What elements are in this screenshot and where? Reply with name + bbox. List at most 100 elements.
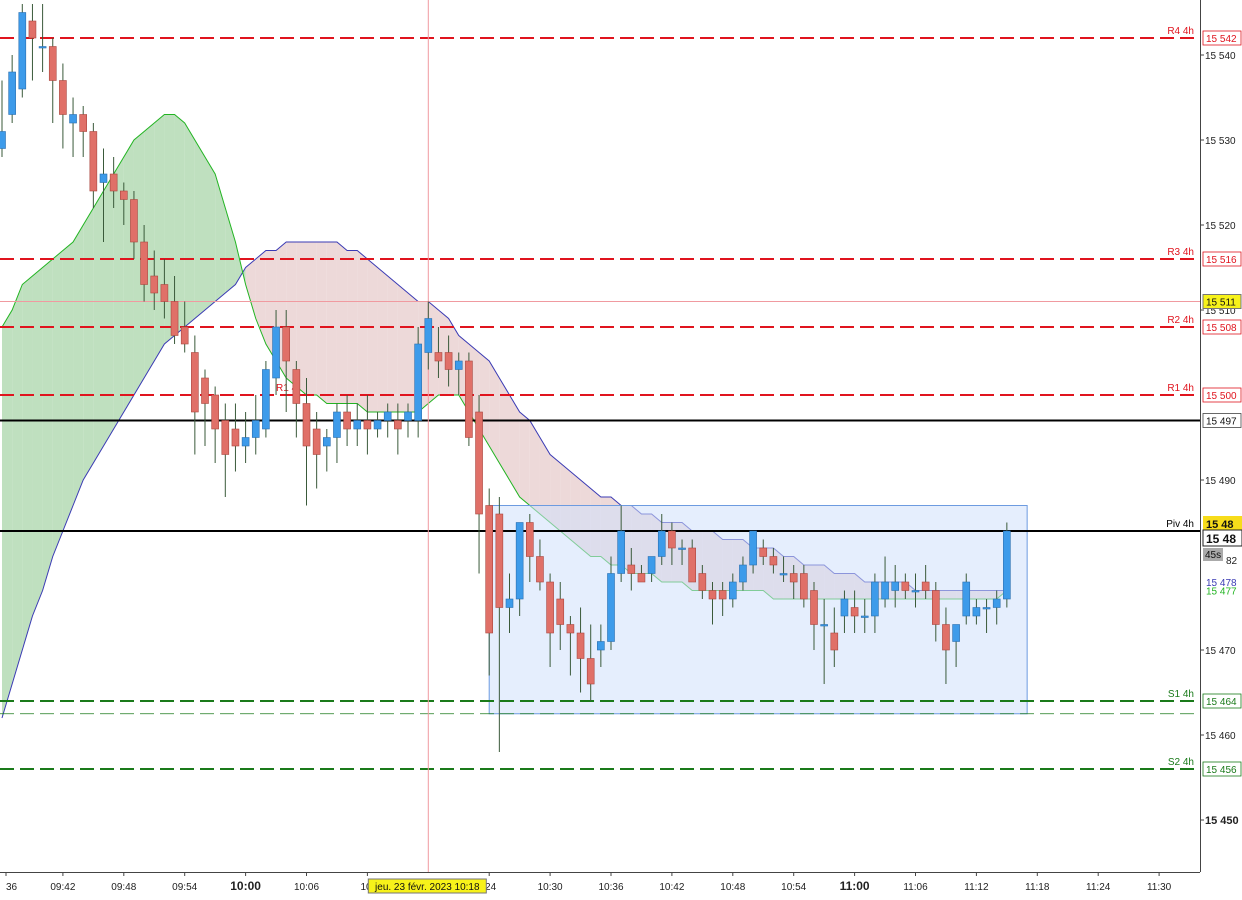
candle bbox=[536, 539, 544, 591]
candle bbox=[414, 327, 422, 438]
candle bbox=[972, 599, 981, 625]
candle-body bbox=[962, 581, 971, 617]
band-segment bbox=[397, 284, 408, 412]
candle-body bbox=[942, 624, 950, 651]
band-segment bbox=[73, 225, 84, 506]
band-segment bbox=[154, 114, 165, 361]
band-segment bbox=[519, 412, 530, 506]
candle-body bbox=[597, 641, 605, 651]
candle bbox=[759, 539, 768, 565]
candle-body bbox=[769, 556, 778, 566]
candle bbox=[454, 352, 463, 395]
candle bbox=[647, 556, 656, 582]
candle bbox=[262, 361, 270, 438]
candle bbox=[302, 378, 311, 506]
candle bbox=[322, 429, 331, 472]
candle-body bbox=[820, 624, 828, 627]
candle bbox=[942, 607, 950, 684]
pivot-price-label: 15 542 bbox=[1206, 34, 1237, 45]
pivot-price-box bbox=[1202, 693, 1242, 709]
candle bbox=[678, 539, 686, 565]
time-tick-label: :24 bbox=[482, 882, 496, 893]
indicator-price-label: 15 478 bbox=[1206, 578, 1237, 589]
candle bbox=[251, 395, 260, 455]
candle-body bbox=[475, 411, 483, 515]
candle bbox=[231, 403, 240, 472]
pivot-price-label: 15 497 bbox=[1206, 417, 1237, 428]
band-segment bbox=[83, 208, 94, 480]
candle-body bbox=[454, 360, 463, 370]
candle-body bbox=[109, 173, 118, 192]
time-tick-label: 10:48 bbox=[720, 882, 745, 893]
band-segment bbox=[377, 267, 388, 412]
candle-body bbox=[556, 598, 565, 625]
candle bbox=[28, 4, 37, 81]
time-tick-label: 11:18 bbox=[1025, 882, 1050, 893]
band-segment bbox=[123, 140, 134, 412]
candle-body bbox=[262, 369, 270, 430]
candle bbox=[668, 522, 676, 565]
candle-body bbox=[302, 403, 311, 447]
candle bbox=[952, 624, 960, 667]
candle bbox=[434, 327, 443, 378]
band-segment bbox=[22, 276, 33, 650]
pivot-level-name: S2 4h bbox=[1168, 757, 1194, 768]
candle-body bbox=[434, 352, 443, 362]
time-tick-label: 36 bbox=[6, 882, 18, 893]
candle-body bbox=[505, 598, 514, 608]
candle bbox=[749, 530, 757, 574]
candle-body bbox=[992, 598, 1001, 608]
candle-body bbox=[810, 590, 818, 625]
candle bbox=[800, 565, 808, 608]
band-segment bbox=[357, 250, 368, 412]
time-tick-label: 09:48 bbox=[111, 882, 136, 893]
candle-body bbox=[221, 420, 230, 455]
candle bbox=[383, 403, 392, 438]
candle bbox=[840, 590, 849, 633]
candle bbox=[343, 395, 351, 446]
candle bbox=[130, 191, 138, 259]
pivot-price-box bbox=[1202, 387, 1242, 403]
candle-body bbox=[150, 275, 159, 294]
candle-body bbox=[860, 615, 869, 618]
candle bbox=[312, 412, 321, 489]
time-axis-background bbox=[0, 872, 1242, 895]
band-segment bbox=[529, 420, 540, 514]
candle bbox=[992, 590, 1001, 625]
band-segment bbox=[113, 157, 124, 429]
candle bbox=[140, 225, 148, 302]
candle-body bbox=[739, 564, 747, 583]
candle bbox=[931, 582, 940, 642]
candle-body bbox=[414, 343, 422, 421]
countdown-label: 45s bbox=[1205, 550, 1221, 561]
candle bbox=[191, 335, 199, 455]
candle bbox=[911, 573, 920, 608]
time-tick-label: 09:54 bbox=[172, 882, 197, 893]
price-tick-label: 15 460 bbox=[1205, 731, 1236, 742]
candle-body bbox=[140, 241, 148, 285]
candle-body bbox=[312, 428, 321, 455]
candle-body bbox=[931, 590, 940, 625]
candle bbox=[698, 565, 707, 599]
candle-body bbox=[343, 411, 351, 430]
candle bbox=[891, 565, 900, 608]
band-segment bbox=[296, 242, 307, 395]
candle bbox=[109, 157, 118, 208]
candle-body bbox=[0, 131, 6, 149]
band-segment bbox=[205, 157, 216, 310]
candle-body bbox=[566, 624, 575, 634]
candle-body bbox=[749, 530, 757, 566]
candle-body bbox=[617, 530, 625, 574]
candle-body bbox=[394, 420, 402, 430]
candle bbox=[597, 624, 605, 667]
candle-body bbox=[657, 530, 666, 557]
band-segment bbox=[367, 259, 378, 412]
band-segment bbox=[255, 250, 266, 344]
candle bbox=[576, 607, 585, 693]
candle bbox=[769, 548, 778, 574]
candle bbox=[475, 395, 483, 574]
crosshair-time-box bbox=[367, 878, 487, 894]
